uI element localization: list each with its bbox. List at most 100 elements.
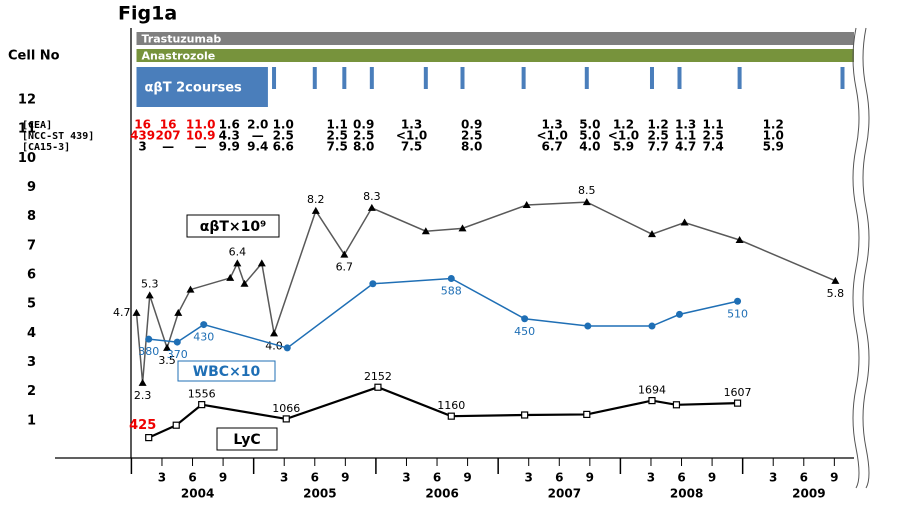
therapy-label: Trastuzumab xyxy=(142,33,222,46)
y-tick-label: 8 xyxy=(27,209,36,224)
y-tick-label: 11 xyxy=(18,122,36,137)
y-tick-label: 9 xyxy=(27,180,36,195)
marker-name: [CEA] xyxy=(22,120,52,131)
x-tick-label: 9 xyxy=(463,471,471,485)
point xyxy=(145,434,153,442)
value-label: 1607 xyxy=(724,386,752,399)
therapy-label: αβT 2courses xyxy=(145,81,243,96)
marker-name: [CA15-3] xyxy=(22,142,70,153)
value-label: 1160 xyxy=(437,399,465,412)
y-tick-label: 4 xyxy=(27,326,36,341)
marker-value: 1.1 xyxy=(702,118,723,132)
therapy-bar xyxy=(136,49,870,62)
marker-value: 16 xyxy=(160,118,177,132)
x-tick-label: 6 xyxy=(311,471,319,485)
x-tick-label: 9 xyxy=(830,471,838,485)
marker-value: 207 xyxy=(156,129,181,143)
marker-name: [NCC-ST 439] xyxy=(22,131,94,142)
therapy-label: Anastrozole xyxy=(142,50,216,63)
marker-value: 2.5 xyxy=(702,129,723,143)
point xyxy=(734,297,742,305)
therapy-dose xyxy=(312,67,317,89)
point xyxy=(675,310,683,318)
marker-value: 5.9 xyxy=(613,140,634,154)
point xyxy=(522,201,531,208)
therapy-dose xyxy=(369,67,374,89)
therapy-dose xyxy=(521,67,526,89)
point xyxy=(233,259,242,267)
y-tick-label: 3 xyxy=(27,355,36,370)
point xyxy=(831,276,840,284)
therapy-dose xyxy=(460,67,465,89)
value-label: 588 xyxy=(441,285,462,298)
legend-label: αβT×10⁹ xyxy=(200,219,267,235)
legend-box xyxy=(216,427,278,451)
marker-value: 1.2 xyxy=(613,118,634,132)
marker-value: 0.9 xyxy=(461,118,482,132)
point xyxy=(735,236,744,243)
value-label: 8.2 xyxy=(307,193,325,206)
value-label: 6.7 xyxy=(336,261,354,274)
point xyxy=(367,203,376,211)
point xyxy=(582,198,591,206)
x-tick-label: 9 xyxy=(586,471,594,485)
marker-value: 1.3 xyxy=(401,118,422,132)
point xyxy=(521,411,529,419)
x-tick-label: 6 xyxy=(800,471,808,485)
marker-value: 2.5 xyxy=(327,129,348,143)
year-label: 2006 xyxy=(425,487,458,501)
marker-value: 0.9 xyxy=(353,118,374,132)
x-tick-label: 3 xyxy=(402,471,410,485)
legend-box xyxy=(177,360,276,382)
point xyxy=(584,322,592,330)
value-label: 6.4 xyxy=(229,245,247,258)
point xyxy=(447,412,455,420)
point xyxy=(145,291,154,299)
marker-value: 7.5 xyxy=(327,140,348,154)
y-tick-label: 7 xyxy=(27,238,36,253)
point xyxy=(283,344,291,352)
x-tick-label: 3 xyxy=(525,471,533,485)
marker-value: 5.9 xyxy=(763,140,784,154)
point xyxy=(257,259,266,267)
chart-title: Fig1a xyxy=(118,3,177,25)
therapy-dose xyxy=(342,67,347,89)
point xyxy=(132,308,141,316)
point xyxy=(240,279,249,287)
value-label: 8.5 xyxy=(578,184,596,197)
point xyxy=(369,280,377,288)
marker-value: 4.7 xyxy=(675,140,696,154)
point xyxy=(672,401,681,409)
point xyxy=(340,250,349,258)
point xyxy=(447,275,455,282)
point xyxy=(198,401,206,409)
y-tick-label: 6 xyxy=(27,268,36,283)
marker-value: 7.4 xyxy=(702,140,723,154)
x-tick-label: 6 xyxy=(433,471,441,485)
marker-value: 5.0 xyxy=(579,129,600,143)
marker-value: 2.5 xyxy=(273,129,294,143)
point xyxy=(458,224,467,232)
value-label: 1066 xyxy=(272,402,300,415)
marker-value: 1.1 xyxy=(675,129,696,143)
point xyxy=(648,322,656,330)
point xyxy=(172,421,180,429)
marker-value: 2.5 xyxy=(461,129,482,143)
marker-value: 7.7 xyxy=(647,140,668,154)
value-label: 2152 xyxy=(364,370,392,383)
year-label: 2009 xyxy=(792,487,825,501)
y-tick-label: 2 xyxy=(27,384,36,399)
marker-value: 4.3 xyxy=(219,129,240,143)
therapy-dose xyxy=(423,67,428,89)
marker-value: 5.0 xyxy=(579,118,600,132)
x-tick-label: 3 xyxy=(280,471,288,485)
point xyxy=(583,410,591,419)
point xyxy=(200,321,208,329)
x-tick-label: 3 xyxy=(158,471,166,485)
x-tick-label: 9 xyxy=(341,471,349,485)
marker-value: <1.0 xyxy=(536,129,567,143)
x-tick-label: 6 xyxy=(188,471,196,485)
value-label: 5.3 xyxy=(141,277,159,290)
y-tick-label: 5 xyxy=(27,297,36,312)
